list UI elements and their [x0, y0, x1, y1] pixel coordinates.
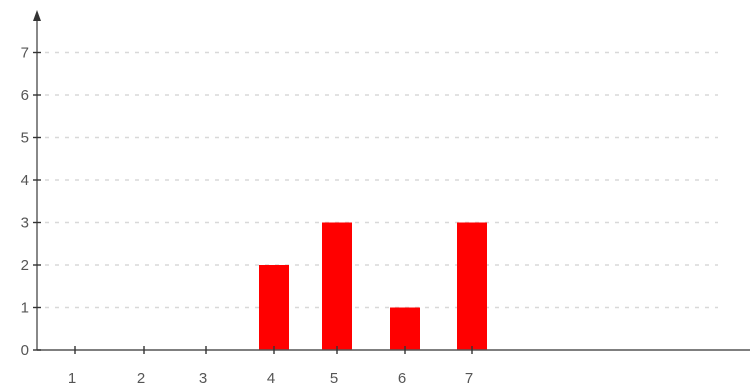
x-axis-ticks: 1 2 3 4 5 6 7: [68, 346, 473, 385]
bars: [259, 222, 487, 350]
y-tick-label-3: 3: [21, 215, 29, 232]
y-tick-label-2: 2: [21, 257, 29, 274]
bar-6: [390, 307, 420, 350]
x-tick-label-1: 1: [68, 370, 76, 385]
y-tick-label-5: 5: [21, 130, 29, 147]
x-tick-label-6: 6: [398, 370, 406, 385]
y-tick-label-7: 7: [21, 45, 29, 62]
gridlines: [45, 51, 718, 309]
x-tick-label-5: 5: [330, 370, 338, 385]
y-axis-arrow: [33, 10, 41, 21]
x-tick-label-3: 3: [199, 370, 207, 385]
y-tick-label-6: 6: [21, 87, 29, 104]
y-tick-label-1: 1: [21, 300, 29, 317]
y-axis-ticks: 0 1 2 3 4 5 6 7: [21, 45, 41, 359]
bar-4: [259, 265, 289, 350]
y-tick-label-4: 4: [21, 172, 29, 189]
axes: [33, 10, 750, 351]
y-tick-label-0: 0: [21, 342, 29, 359]
x-tick-label-4: 4: [267, 370, 275, 385]
x-tick-label-2: 2: [137, 370, 145, 385]
bar-7: [457, 222, 487, 350]
bar-5: [322, 222, 352, 350]
x-tick-label-7: 7: [465, 370, 473, 385]
